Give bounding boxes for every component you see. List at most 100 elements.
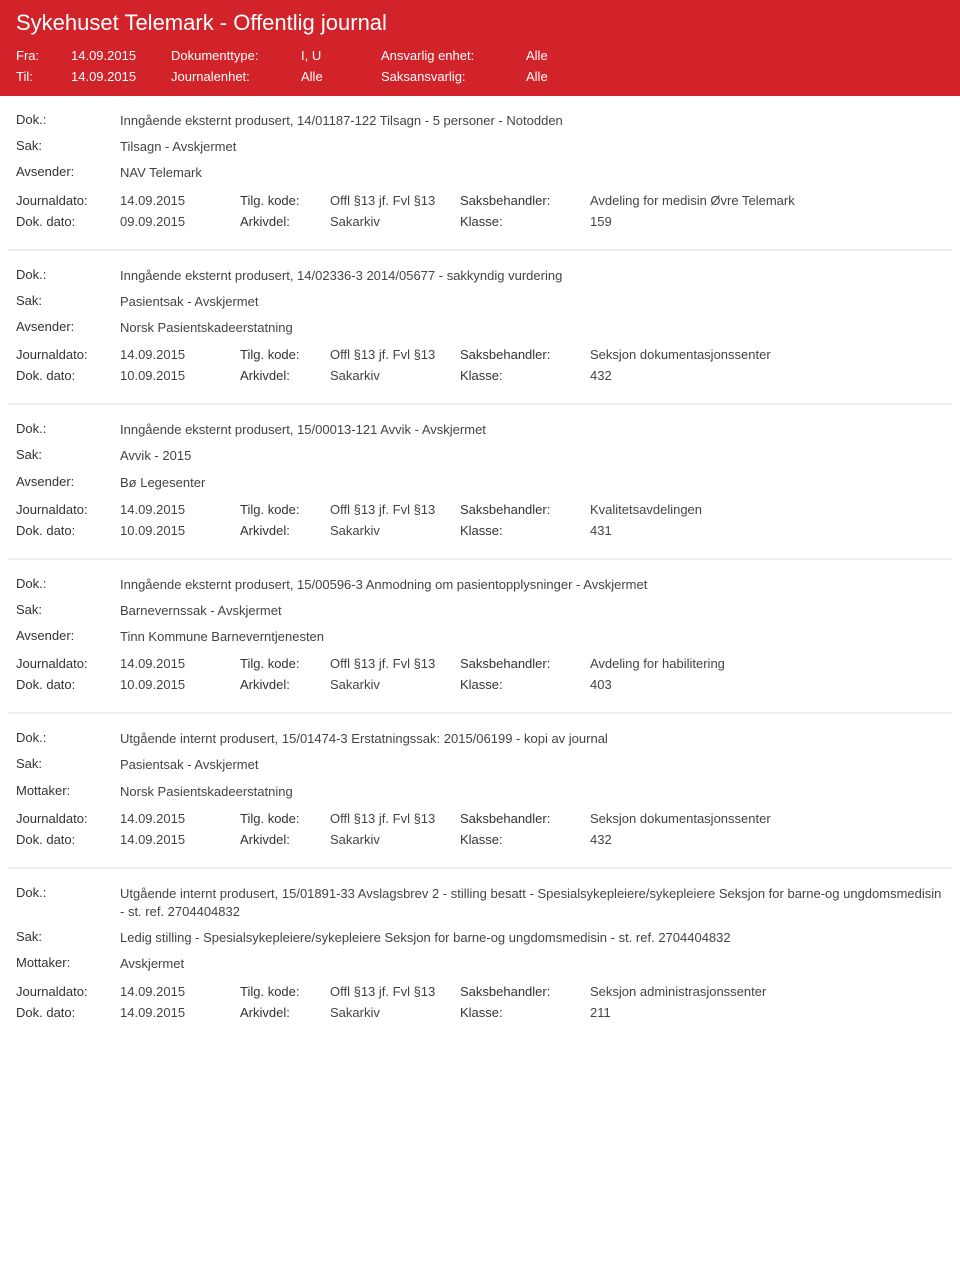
party-label: Mottaker: (16, 955, 120, 973)
tilgkode-label: Tilg. kode: (240, 502, 330, 517)
saksansvarlig-label: Saksansvarlig: (381, 69, 526, 84)
journalenhet-label: Journalenhet: (171, 69, 301, 84)
til-value: 14.09.2015 (71, 69, 171, 84)
journal-entry: Dok.: Inngående eksternt produsert, 14/0… (8, 96, 952, 251)
tilgkode-value: Offl §13 jf. Fvl §13 (330, 502, 460, 517)
tilgkode-label: Tilg. kode: (240, 984, 330, 999)
saksbehandler-label: Saksbehandler: (460, 811, 590, 826)
entries-container: Dok.: Inngående eksternt produsert, 14/0… (0, 96, 960, 1040)
saksbehandler-value: Seksjon dokumentasjonssenter (590, 347, 944, 362)
tilgkode-label: Tilg. kode: (240, 347, 330, 362)
journaldato-label: Journaldato: (16, 656, 120, 671)
dok-label: Dok.: (16, 421, 120, 439)
saksbehandler-value: Kvalitetsavdelingen (590, 502, 944, 517)
arkivdel-value: Sakarkiv (330, 368, 460, 383)
klasse-value: 403 (590, 677, 944, 692)
dokdato-label: Dok. dato: (16, 214, 120, 229)
sak-value: Pasientsak - Avskjermet (120, 756, 258, 774)
saksbehandler-label: Saksbehandler: (460, 502, 590, 517)
arkivdel-label: Arkivdel: (240, 523, 330, 538)
klasse-label: Klasse: (460, 523, 590, 538)
party-value: Bø Legesenter (120, 474, 205, 492)
fra-value: 14.09.2015 (71, 48, 171, 63)
arkivdel-label: Arkivdel: (240, 677, 330, 692)
sak-label: Sak: (16, 602, 120, 620)
dokdato-label: Dok. dato: (16, 368, 120, 383)
dok-label: Dok.: (16, 885, 120, 921)
klasse-label: Klasse: (460, 1005, 590, 1020)
dokdato-value: 10.09.2015 (120, 677, 240, 692)
dok-label: Dok.: (16, 730, 120, 748)
journaldato-value: 14.09.2015 (120, 811, 240, 826)
dokdato-label: Dok. dato: (16, 677, 120, 692)
party-label: Avsender: (16, 474, 120, 492)
ansvarlig-value: Alle (526, 48, 726, 63)
party-value: Norsk Pasientskadeerstatning (120, 783, 293, 801)
journal-entry: Dok.: Inngående eksternt produsert, 14/0… (8, 251, 952, 406)
saksbehandler-label: Saksbehandler: (460, 656, 590, 671)
sak-value: Avvik - 2015 (120, 447, 191, 465)
journal-entry: Dok.: Inngående eksternt produsert, 15/0… (8, 560, 952, 715)
dok-value: Inngående eksternt produsert, 15/00596-3… (120, 576, 647, 594)
journaldato-value: 14.09.2015 (120, 984, 240, 999)
journalenhet-value: Alle (301, 69, 381, 84)
dok-value: Utgående internt produsert, 15/01474-3 E… (120, 730, 608, 748)
sak-label: Sak: (16, 756, 120, 774)
sak-label: Sak: (16, 447, 120, 465)
page-header: Sykehuset Telemark - Offentlig journal F… (0, 0, 960, 96)
tilgkode-value: Offl §13 jf. Fvl §13 (330, 984, 460, 999)
party-label: Mottaker: (16, 783, 120, 801)
tilgkode-value: Offl §13 jf. Fvl §13 (330, 347, 460, 362)
arkivdel-label: Arkivdel: (240, 832, 330, 847)
klasse-label: Klasse: (460, 214, 590, 229)
party-label: Avsender: (16, 628, 120, 646)
saksbehandler-value: Avdeling for medisin Øvre Telemark (590, 193, 944, 208)
sak-label: Sak: (16, 929, 120, 947)
fra-label: Fra: (16, 48, 71, 63)
dokdato-label: Dok. dato: (16, 832, 120, 847)
arkivdel-value: Sakarkiv (330, 523, 460, 538)
klasse-label: Klasse: (460, 368, 590, 383)
dokdato-value: 10.09.2015 (120, 368, 240, 383)
page-title: Sykehuset Telemark - Offentlig journal (16, 10, 944, 36)
saksbehandler-value: Seksjon administrasjonssenter (590, 984, 944, 999)
arkivdel-label: Arkivdel: (240, 1005, 330, 1020)
party-value: NAV Telemark (120, 164, 202, 182)
journal-entry: Dok.: Utgående internt produsert, 15/014… (8, 714, 952, 869)
party-label: Avsender: (16, 164, 120, 182)
journaldato-value: 14.09.2015 (120, 193, 240, 208)
dok-value: Inngående eksternt produsert, 14/02336-3… (120, 267, 562, 285)
tilgkode-label: Tilg. kode: (240, 811, 330, 826)
dokdato-label: Dok. dato: (16, 1005, 120, 1020)
journaldato-label: Journaldato: (16, 811, 120, 826)
tilgkode-value: Offl §13 jf. Fvl §13 (330, 811, 460, 826)
doktype-label: Dokumenttype: (171, 48, 301, 63)
tilgkode-value: Offl §13 jf. Fvl §13 (330, 193, 460, 208)
dokdato-value: 10.09.2015 (120, 523, 240, 538)
dok-value: Inngående eksternt produsert, 14/01187-1… (120, 112, 563, 130)
dokdato-value: 09.09.2015 (120, 214, 240, 229)
party-value: Tinn Kommune Barneverntjenesten (120, 628, 324, 646)
saksbehandler-label: Saksbehandler: (460, 984, 590, 999)
arkivdel-value: Sakarkiv (330, 832, 460, 847)
dokdato-value: 14.09.2015 (120, 832, 240, 847)
arkivdel-value: Sakarkiv (330, 214, 460, 229)
arkivdel-value: Sakarkiv (330, 677, 460, 692)
journal-entry: Dok.: Utgående internt produsert, 15/018… (8, 869, 952, 1040)
dokdato-label: Dok. dato: (16, 523, 120, 538)
sak-label: Sak: (16, 138, 120, 156)
journaldato-label: Journaldato: (16, 502, 120, 517)
saksbehandler-value: Seksjon dokumentasjonssenter (590, 811, 944, 826)
til-label: Til: (16, 69, 71, 84)
dokdato-value: 14.09.2015 (120, 1005, 240, 1020)
klasse-value: 431 (590, 523, 944, 538)
journaldato-value: 14.09.2015 (120, 656, 240, 671)
ansvarlig-label: Ansvarlig enhet: (381, 48, 526, 63)
journal-entry: Dok.: Inngående eksternt produsert, 15/0… (8, 405, 952, 560)
dok-label: Dok.: (16, 576, 120, 594)
doktype-value: I, U (301, 48, 381, 63)
sak-value: Tilsagn - Avskjermet (120, 138, 236, 156)
party-value: Norsk Pasientskadeerstatning (120, 319, 293, 337)
journaldato-value: 14.09.2015 (120, 347, 240, 362)
journaldato-label: Journaldato: (16, 347, 120, 362)
